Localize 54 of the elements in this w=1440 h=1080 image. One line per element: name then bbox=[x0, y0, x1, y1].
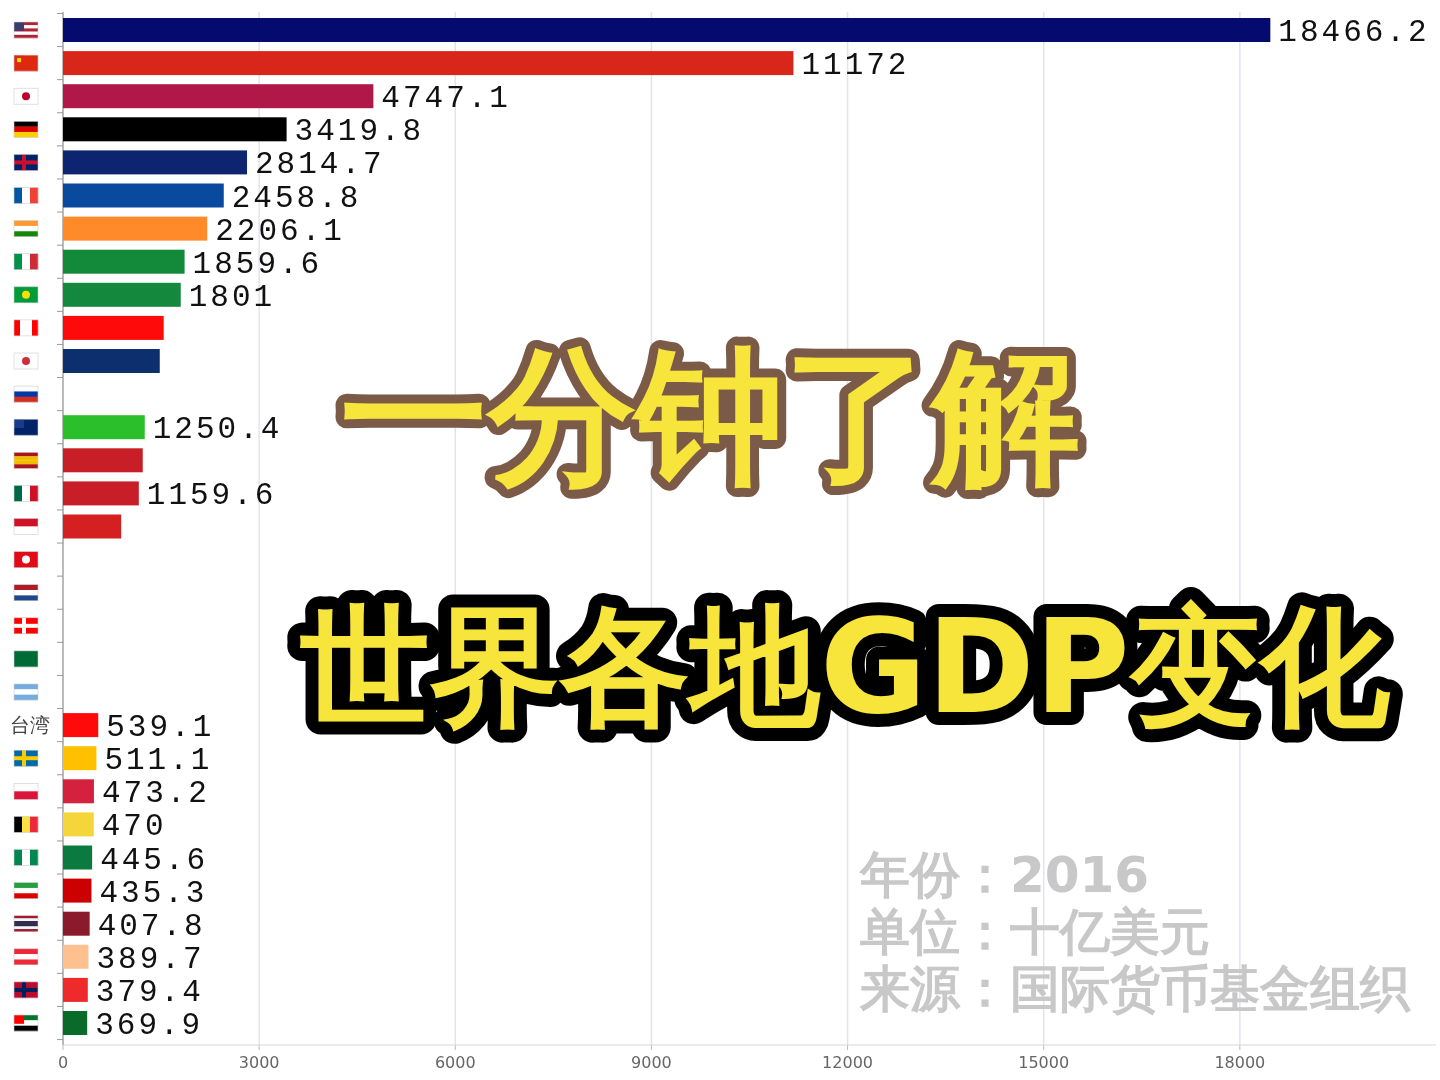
data-label: 511.1 bbox=[104, 743, 213, 779]
data-label: 4747.1 bbox=[381, 81, 511, 117]
bar bbox=[63, 183, 224, 208]
bar bbox=[63, 481, 139, 506]
bar bbox=[63, 51, 794, 76]
y-tick-label: 台湾 bbox=[10, 713, 50, 738]
data-label: 389.7 bbox=[96, 941, 205, 977]
bar bbox=[63, 415, 145, 440]
bar bbox=[63, 150, 248, 175]
bar bbox=[63, 977, 88, 1002]
data-label: 1859.6 bbox=[192, 246, 323, 282]
x-tick-label: 9000 bbox=[631, 1053, 672, 1072]
bar bbox=[63, 117, 287, 142]
data-label: 435.3 bbox=[99, 875, 208, 911]
bar bbox=[63, 514, 122, 539]
data-label: 1159.6 bbox=[146, 478, 277, 514]
data-label: 407.8 bbox=[97, 908, 206, 944]
x-tick-label: 15000 bbox=[1018, 1053, 1070, 1072]
bar bbox=[63, 249, 185, 274]
data-label: 473.2 bbox=[101, 776, 210, 812]
data-label: 2206.1 bbox=[215, 213, 345, 249]
bar bbox=[63, 216, 208, 241]
data-label: 369.9 bbox=[95, 1008, 204, 1043]
data-label: 3419.8 bbox=[294, 114, 425, 150]
bar bbox=[63, 84, 374, 109]
bar bbox=[63, 812, 94, 837]
bar bbox=[63, 878, 92, 903]
x-tick-label: 0 bbox=[57, 1053, 69, 1072]
data-label: 470 bbox=[101, 809, 167, 845]
bar bbox=[63, 779, 94, 804]
x-tick-label: 6000 bbox=[434, 1053, 476, 1072]
data-label: 445.6 bbox=[100, 842, 209, 878]
data-label: 379.4 bbox=[95, 974, 204, 1010]
x-tick-label: 18000 bbox=[1214, 1053, 1266, 1072]
data-label: 1250.4 bbox=[152, 412, 283, 448]
bar bbox=[63, 944, 89, 969]
data-label: 18466.2 bbox=[1278, 15, 1430, 50]
data-label: 11172 bbox=[801, 48, 910, 84]
x-tick-label: 3000 bbox=[238, 1053, 280, 1072]
bar bbox=[63, 746, 97, 771]
bar bbox=[63, 18, 1271, 42]
bar bbox=[63, 315, 164, 340]
bar bbox=[63, 282, 181, 307]
bar bbox=[63, 349, 160, 373]
x-tick-label: 12000 bbox=[822, 1053, 874, 1072]
data-label: 539.1 bbox=[106, 710, 215, 746]
data-label: 1801 bbox=[188, 279, 276, 315]
bar bbox=[63, 845, 93, 870]
bar bbox=[63, 448, 143, 473]
data-label: 2814.7 bbox=[255, 147, 385, 183]
bar bbox=[63, 713, 99, 738]
bar bbox=[63, 911, 90, 936]
bar bbox=[63, 1011, 88, 1035]
data-label: 2458.8 bbox=[231, 180, 362, 216]
